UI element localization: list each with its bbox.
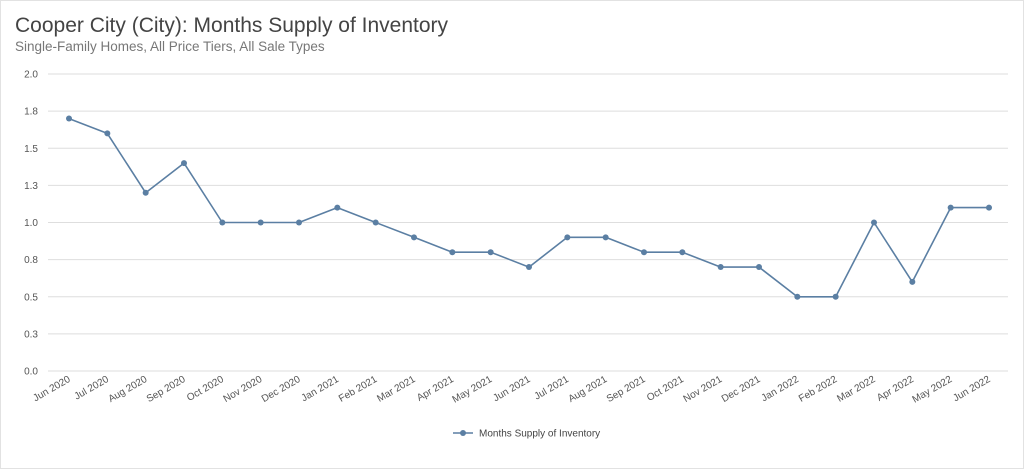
x-tick-label: Nov 2020 — [222, 374, 265, 405]
data-point — [66, 115, 72, 122]
data-point — [219, 219, 226, 226]
series-line — [68, 117, 989, 298]
x-tick-label: Oct 2020 — [185, 374, 226, 404]
y-tick-label: 2.0 — [24, 70, 38, 81]
data-point — [717, 264, 724, 271]
data-point — [142, 189, 149, 196]
x-tick-label: Jan 2021 — [300, 374, 342, 404]
data-point — [564, 234, 571, 241]
x-tick-label: Feb 2021 — [337, 374, 379, 405]
x-tick-label: May 2021 — [451, 374, 495, 406]
y-tick-label: 0.5 — [24, 292, 38, 303]
x-tick-label: Sep 2020 — [145, 374, 188, 405]
grid-lines — [48, 73, 1008, 372]
y-tick-label: 1.5 — [24, 144, 38, 155]
data-point — [832, 293, 839, 300]
data-point — [257, 219, 264, 226]
data-point — [794, 293, 801, 300]
data-point — [372, 219, 379, 226]
x-tick-label: Oct 2021 — [645, 374, 686, 404]
x-tick-label: Jan 2022 — [760, 374, 802, 404]
chart-title: Cooper City (City): Months Supply of Inv… — [15, 14, 449, 37]
series-layer — [66, 115, 992, 300]
data-point — [947, 204, 954, 211]
x-tick-label: Apr 2021 — [415, 374, 456, 404]
x-tick-label: Aug 2020 — [107, 374, 150, 405]
x-tick-label: May 2022 — [911, 374, 955, 406]
chart-subtitle: Single-Family Homes, All Price Tiers, Al… — [15, 39, 325, 54]
y-axis-ticks: 0.0 0.3 0.5 0.8 1.0 1.3 1.5 1.8 2.0 — [24, 70, 38, 378]
data-point — [296, 219, 302, 226]
legend[interactable]: Months Supply of Inventory — [453, 429, 600, 440]
data-point — [986, 204, 992, 211]
x-tick-label: Jun 2021 — [491, 374, 533, 404]
data-point — [334, 204, 341, 211]
legend-marker-icon — [460, 430, 466, 436]
data-point — [181, 160, 187, 167]
data-point — [909, 278, 916, 285]
y-tick-label: 1.8 — [24, 107, 38, 118]
data-point — [526, 264, 532, 271]
data-point — [871, 219, 877, 226]
data-point — [104, 130, 111, 137]
x-tick-label: Jun 2020 — [31, 374, 73, 404]
data-point — [679, 249, 686, 256]
x-tick-label: Nov 2021 — [682, 374, 725, 405]
data-point — [602, 234, 609, 241]
x-tick-label: Aug 2021 — [567, 374, 610, 405]
x-tick-label: Dec 2021 — [720, 374, 763, 405]
x-tick-label: Apr 2022 — [875, 374, 916, 404]
y-tick-label: 1.0 — [24, 218, 38, 229]
data-point — [641, 249, 647, 256]
y-tick-label: 0.3 — [24, 329, 38, 340]
x-tick-label: Dec 2020 — [260, 374, 303, 405]
data-point — [449, 249, 456, 256]
x-tick-label: Sep 2021 — [605, 374, 648, 405]
x-tick-label: Jul 2020 — [73, 374, 112, 403]
x-tick-label: Jun 2022 — [951, 374, 993, 404]
legend-label: Months Supply of Inventory — [479, 429, 600, 440]
y-tick-label: 1.3 — [24, 181, 38, 192]
x-tick-label: Feb 2022 — [797, 374, 839, 405]
data-point — [487, 249, 494, 256]
data-point — [411, 234, 417, 241]
x-tick-label: Jul 2021 — [533, 374, 572, 403]
y-tick-label: 0.8 — [24, 255, 38, 266]
y-tick-label: 0.0 — [24, 367, 38, 378]
x-tick-label: Mar 2022 — [835, 374, 877, 405]
x-tick-label: Mar 2021 — [375, 374, 417, 405]
data-point — [756, 264, 762, 271]
